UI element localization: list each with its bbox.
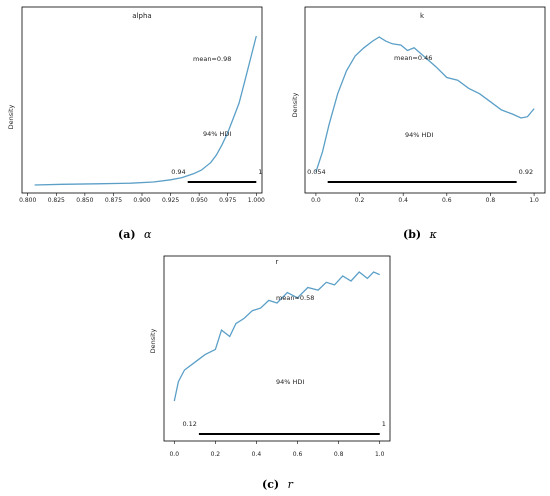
- svg-text:(a) α: (a) α: [118, 228, 152, 241]
- plot-frame: [304, 6, 546, 194]
- y-axis-label: Density: [7, 104, 15, 129]
- x-tick-label: 0.4: [398, 197, 408, 204]
- panel-k: k Density 0.0 0.2 0.4 0.6 0.8 1.0 mean=0.46 9…: [291, 6, 546, 204]
- x-tick-label: 0.8: [334, 451, 344, 458]
- x-tick-label: 0.0: [169, 451, 179, 458]
- svg-text:(b) κ: (b) κ: [403, 228, 438, 241]
- mean-label: mean=0.98: [193, 55, 231, 63]
- hdi-low-label: 0.12: [182, 420, 196, 428]
- x-tick-label: 0.900: [133, 197, 150, 204]
- plot-frame: [21, 6, 263, 194]
- caption-symbol: κ: [429, 228, 438, 241]
- hdi-label: 94% HDI: [405, 131, 433, 139]
- caption-a: (a) α: [118, 228, 152, 241]
- x-tick-label: 0.6: [442, 197, 452, 204]
- panel-r: r Density 0.0 0.2 0.4 0.6 0.8 1.0 mean=0.58 9…: [149, 255, 391, 458]
- hdi-low-label: 0.94: [171, 168, 185, 176]
- caption-symbol: r: [288, 478, 294, 491]
- x-tick-label: 1.0: [529, 197, 539, 204]
- x-tick-label: 0.0: [311, 197, 321, 204]
- x-ticks: 0.0 0.2 0.4 0.6 0.8 1.0: [169, 441, 385, 458]
- x-ticks: 0.0 0.2 0.4 0.6 0.8 1.0: [311, 193, 539, 204]
- x-tick-label: 0.6: [293, 451, 303, 458]
- chart-title: k: [420, 12, 425, 20]
- mean-label: mean=0.58: [276, 294, 314, 302]
- x-tick-label: 1.0: [375, 451, 385, 458]
- plot-frame: [163, 255, 391, 442]
- hdi-high-label: 1: [258, 168, 262, 176]
- y-axis-label: Density: [291, 92, 299, 117]
- panel-alpha: alpha Density 0.800 0.825 0.850 0.875 0.900 0…: [7, 6, 265, 204]
- x-tick-label: 0.4: [252, 451, 262, 458]
- caption-tag: (a): [118, 228, 136, 241]
- density-curve: [315, 36, 535, 173]
- x-tick-label: 0.800: [19, 197, 36, 204]
- x-tick-label: 0.850: [76, 197, 93, 204]
- chart-title: alpha: [132, 12, 151, 20]
- x-tick-label: 0.875: [105, 197, 122, 204]
- x-tick-label: 0.2: [355, 197, 365, 204]
- x-tick-label: 0.8: [486, 197, 496, 204]
- svg-text:(c) r: (c) r: [262, 478, 294, 491]
- caption-b: (b) κ: [403, 228, 438, 241]
- x-tick-label: 1.000: [248, 197, 265, 204]
- x-ticks: 0.800 0.825 0.850 0.875 0.900 0.925 0.950 0.975…: [19, 193, 265, 204]
- x-tick-label: 0.825: [48, 197, 65, 204]
- hdi-high-label: 0.92: [519, 168, 533, 176]
- hdi-low-label: 0.054: [307, 168, 326, 176]
- mean-label: mean=0.46: [394, 54, 432, 62]
- x-tick-label: 0.925: [162, 197, 179, 204]
- x-tick-label: 0.2: [211, 451, 221, 458]
- y-axis-label: Density: [149, 328, 157, 353]
- caption-tag: (c): [262, 478, 279, 491]
- hdi-label: 94% HDI: [276, 378, 304, 386]
- chart-title: r: [276, 258, 279, 266]
- density-curve: [34, 35, 257, 186]
- caption-tag: (b): [403, 228, 421, 241]
- x-tick-label: 0.975: [219, 197, 236, 204]
- hdi-high-label: 1: [382, 420, 386, 428]
- x-tick-label: 0.950: [191, 197, 208, 204]
- hdi-label: 94% HDI: [203, 130, 231, 138]
- density-curve: [173, 271, 380, 402]
- caption-c: (c) r: [262, 478, 294, 491]
- caption-symbol: α: [144, 228, 152, 241]
